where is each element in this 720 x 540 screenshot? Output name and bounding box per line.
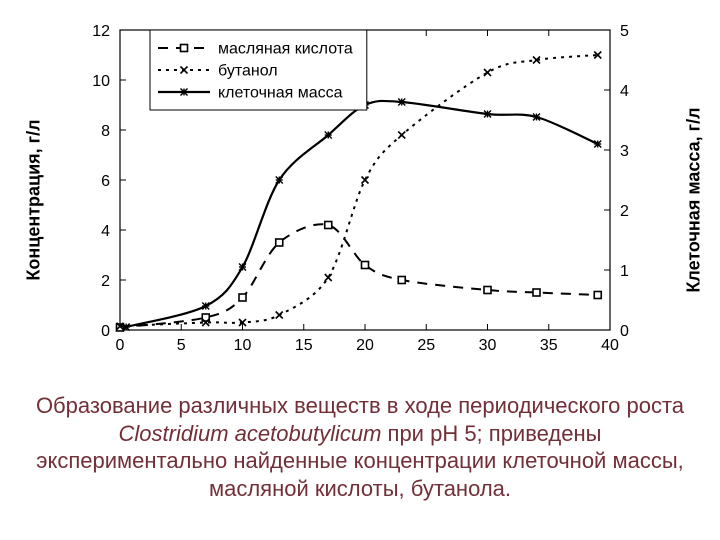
svg-text:3: 3 <box>620 143 629 160</box>
y-right-axis-label: Клеточная масса, г/л <box>684 107 705 292</box>
svg-text:40: 40 <box>601 337 619 354</box>
svg-text:10: 10 <box>234 337 252 354</box>
svg-text:клеточная масса: клеточная масса <box>218 85 343 102</box>
svg-text:2: 2 <box>101 273 110 290</box>
svg-text:0: 0 <box>620 323 629 340</box>
svg-text:5: 5 <box>177 337 186 354</box>
svg-text:1: 1 <box>620 263 629 280</box>
page: Концентрация, г/л Клеточная масса, г/л 0… <box>0 0 720 540</box>
chart-svg: 0510152025303540024681012012345масляная … <box>30 10 690 380</box>
svg-text:0: 0 <box>116 337 125 354</box>
svg-text:2: 2 <box>620 203 629 220</box>
caption-italic: Clostridium acetobutylicum <box>119 421 382 446</box>
chart-container: Концентрация, г/л Клеточная масса, г/л 0… <box>30 10 690 380</box>
svg-text:30: 30 <box>479 337 497 354</box>
svg-text:5: 5 <box>620 23 629 40</box>
svg-text:10: 10 <box>92 73 110 90</box>
y-left-axis-label: Концентрация, г/л <box>24 119 45 280</box>
svg-text:20: 20 <box>356 337 374 354</box>
svg-text:масляная кислота: масляная кислота <box>218 41 353 58</box>
svg-text:0: 0 <box>101 323 110 340</box>
svg-text:25: 25 <box>417 337 435 354</box>
svg-text:12: 12 <box>92 23 110 40</box>
svg-text:4: 4 <box>101 223 110 240</box>
caption-text: Образование различных веществ в ходе пер… <box>20 392 700 502</box>
svg-text:35: 35 <box>540 337 558 354</box>
legend: масляная кислота бутанол клеточная масса <box>150 30 367 110</box>
svg-text:бутанол: бутанол <box>218 63 278 80</box>
svg-text:8: 8 <box>101 123 110 140</box>
caption-pre: Образование различных веществ в ходе пер… <box>36 393 684 418</box>
svg-text:4: 4 <box>620 83 629 100</box>
svg-text:6: 6 <box>101 173 110 190</box>
svg-text:15: 15 <box>295 337 313 354</box>
